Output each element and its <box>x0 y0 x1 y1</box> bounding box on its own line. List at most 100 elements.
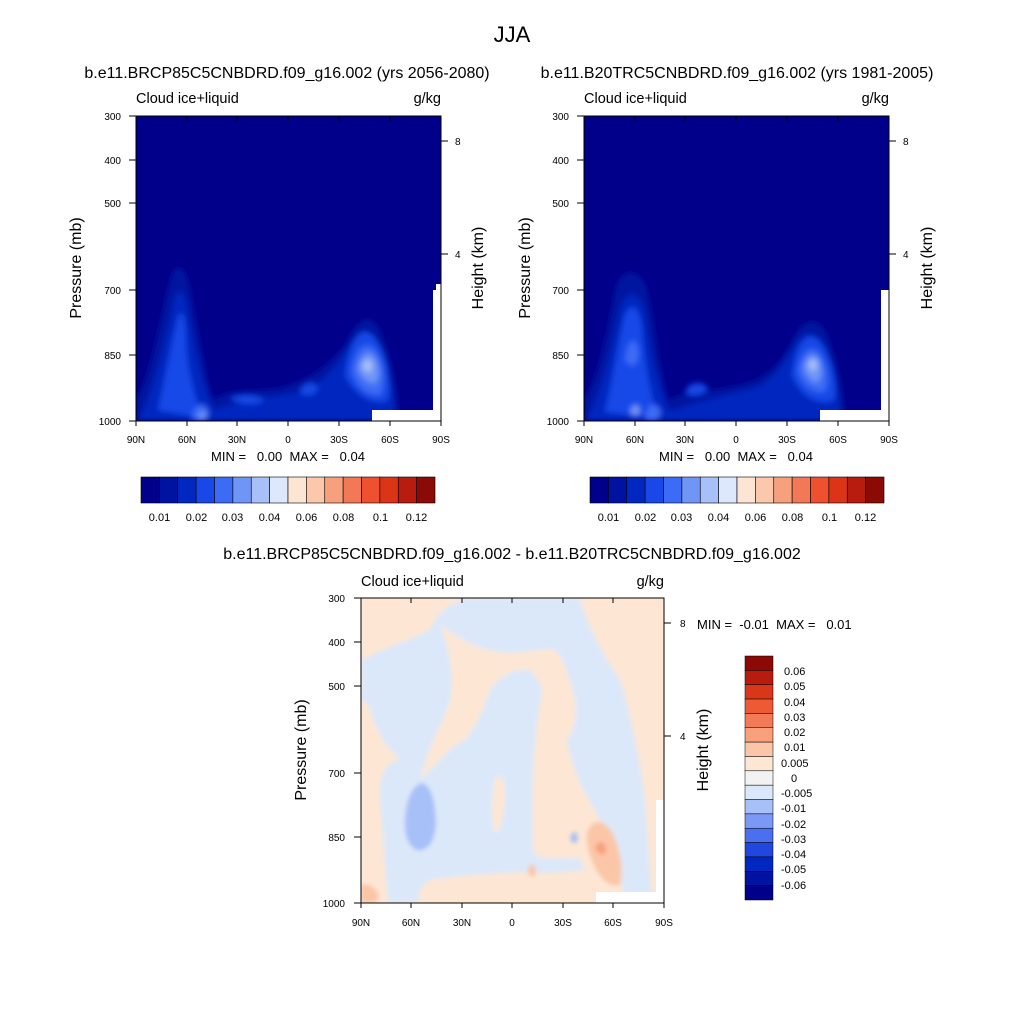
colorbar-swatch <box>744 799 774 815</box>
x-tick-label: 90N <box>127 435 145 446</box>
x-tick-label: 0 <box>285 435 291 446</box>
colorbar-label: 0.06 <box>296 512 317 524</box>
right-label: g/kg <box>414 91 441 107</box>
colorbar-swatch <box>608 476 628 504</box>
colorbar-swatch <box>177 476 197 504</box>
colorbar-label: 0.02 <box>784 727 805 739</box>
colorbar-swatch <box>744 842 774 858</box>
panel-title: b.e11.BRCP85C5CNBDRD.f09_g16.002 - b.e11… <box>223 546 801 563</box>
y2-axis-label: Height (km) <box>695 709 712 792</box>
y-ticks: 300 400 500 700 850 1000 <box>547 112 584 428</box>
colorbar: 0.06 0.05 0.04 0.03 0.02 0.01 0.005 0 -0… <box>744 655 812 901</box>
x-ticks: 90N 60N 30N 0 30S 60S 90S <box>352 598 673 929</box>
colorbar-swatch <box>232 476 252 504</box>
colorbar-swatch <box>744 827 774 843</box>
x-tick-label: 60N <box>178 435 196 446</box>
x-tick-label: 30N <box>676 435 694 446</box>
panel-historical: b.e11.B20TRC5CNBDRD.f09_g16.002 (yrs 198… <box>517 65 936 524</box>
y-ticks: 300 400 500 700 850 1000 <box>323 594 361 910</box>
colorbar-label: 0.03 <box>222 512 243 524</box>
colorbar-swatch <box>755 476 775 504</box>
right-label: g/kg <box>637 574 664 590</box>
y-tick-label: 850 <box>552 351 569 362</box>
colorbar-label: 0.03 <box>671 512 692 524</box>
min-max-stats: MIN = -0.01 MAX = 0.01 <box>697 617 852 632</box>
colorbar-label: 0.03 <box>784 712 805 724</box>
colorbar-label: 0.1 <box>822 512 837 524</box>
x-tick-label: 60S <box>604 918 622 929</box>
y2-axis-label: Height (km) <box>919 227 936 310</box>
colorbar-swatch <box>736 476 756 504</box>
colorbar-label: 0.1 <box>373 512 388 524</box>
colorbar-label: -0.04 <box>781 849 806 861</box>
left-label: Cloud ice+liquid <box>136 91 239 107</box>
colorbar: 0.01 0.02 0.03 0.04 0.06 0.08 0.1 0.12 <box>140 476 436 524</box>
left-label: Cloud ice+liquid <box>361 574 464 590</box>
y-tick-label: 1000 <box>547 417 570 428</box>
x-tick-label: 30S <box>778 435 796 446</box>
colorbar-swatch <box>589 476 609 504</box>
colorbar-swatch <box>773 476 793 504</box>
y2-tick-label: 4 <box>903 250 909 261</box>
colorbar-swatch <box>140 476 160 504</box>
colorbar-label: -0.01 <box>781 803 806 815</box>
y-tick-label: 300 <box>104 112 121 123</box>
colorbar-swatch <box>287 476 307 504</box>
colorbar-label: -0.05 <box>781 864 806 876</box>
colorbar-label: 0.01 <box>598 512 619 524</box>
x-tick-label: 60S <box>829 435 847 446</box>
colorbar-swatch <box>718 476 738 504</box>
colorbar-label: -0.005 <box>781 788 812 800</box>
colorbar-swatch <box>324 476 344 504</box>
y2-ticks: 8 4 <box>664 619 686 743</box>
y2-tick-label: 8 <box>455 137 461 148</box>
colorbar-swatch <box>744 813 774 829</box>
y-tick-label: 850 <box>328 833 345 844</box>
right-label: g/kg <box>862 91 889 107</box>
y-tick-label: 300 <box>552 112 569 123</box>
contour-field <box>136 116 441 421</box>
min-max-stats: MIN = 0.00 MAX = 0.04 <box>659 449 813 464</box>
y-tick-label: 700 <box>552 286 569 297</box>
y-axis-label: Pressure (mb) <box>293 699 310 800</box>
colorbar-swatch <box>810 476 830 504</box>
colorbar-swatch <box>744 885 774 901</box>
x-tick-label: 90S <box>432 435 450 446</box>
colorbar-label: 0.02 <box>186 512 207 524</box>
y2-tick-label: 8 <box>680 619 686 630</box>
x-ticks: 90N 60N 30N 0 30S 60S 90S <box>127 116 450 446</box>
colorbar-label: 0 <box>791 773 797 785</box>
y-tick-label: 400 <box>552 156 569 167</box>
colorbar-swatch <box>846 476 866 504</box>
colorbar-swatch <box>681 476 701 504</box>
figure-title: JJA <box>494 22 531 47</box>
left-label: Cloud ice+liquid <box>584 91 687 107</box>
colorbar-swatch <box>744 871 774 886</box>
colorbar-label: -0.02 <box>781 819 806 831</box>
colorbar-swatch <box>361 476 381 504</box>
colorbar-label: 0.06 <box>745 512 766 524</box>
colorbar-swatch <box>744 756 774 772</box>
y2-ticks: 8 4 <box>441 137 461 261</box>
colorbar-label: 0.12 <box>406 512 427 524</box>
contour-field <box>584 116 889 421</box>
colorbar-label: 0.04 <box>708 512 729 524</box>
x-tick-label: 30N <box>453 918 471 929</box>
contour-field <box>361 598 664 903</box>
colorbar-label: 0.04 <box>784 697 805 709</box>
colorbar-label: 0.005 <box>781 758 809 770</box>
colorbar-swatch <box>379 476 399 504</box>
colorbar-label: 0.12 <box>855 512 876 524</box>
x-tick-label: 30S <box>330 435 348 446</box>
colorbar-label: -0.03 <box>781 834 806 846</box>
colorbar-swatch <box>644 476 664 504</box>
colorbar-swatch <box>744 727 774 743</box>
colorbar-swatch <box>214 476 234 504</box>
colorbar-swatch <box>744 713 774 729</box>
colorbar-swatch <box>744 698 774 714</box>
panel-title: b.e11.B20TRC5CNBDRD.f09_g16.002 (yrs 198… <box>541 65 934 82</box>
x-tick-label: 30S <box>554 918 572 929</box>
colorbar-swatch <box>159 476 179 504</box>
x-tick-label: 60N <box>626 435 644 446</box>
